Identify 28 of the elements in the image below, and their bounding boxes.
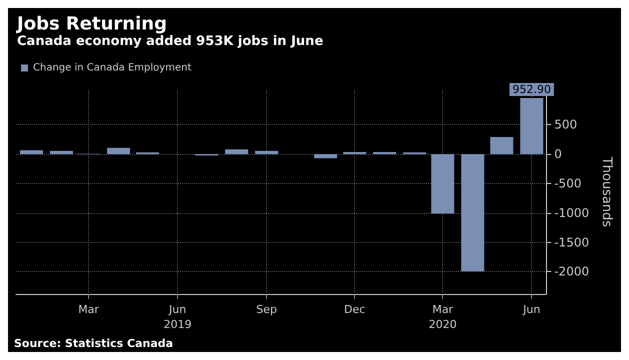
bar xyxy=(431,154,454,214)
x-tick-label: Mar xyxy=(78,303,100,316)
x-tick-label: Jun 2019 xyxy=(164,303,192,331)
chart-title: Jobs Returning xyxy=(15,14,167,34)
y-tick-label: -2000 xyxy=(554,264,590,279)
bar xyxy=(225,149,248,154)
x-tick-label: Mar 2020 xyxy=(428,303,457,331)
bar xyxy=(20,150,43,154)
bar xyxy=(107,148,130,154)
legend-label: Change in Canada Employment xyxy=(33,62,192,74)
y-tick-label: -1500 xyxy=(554,235,590,250)
data-label: 952.90 xyxy=(512,83,551,96)
bar xyxy=(314,154,338,158)
bar xyxy=(255,150,278,154)
chart-subtitle: Canada economy added 953K jobs in June xyxy=(17,34,324,49)
bar xyxy=(50,150,73,154)
y-tick-label: 0 xyxy=(554,147,562,162)
x-tick-label: Sep xyxy=(256,303,277,316)
y-tick-label: -500 xyxy=(554,176,582,190)
bar xyxy=(520,98,544,154)
source-note: Source: Statistics Canada xyxy=(14,337,174,350)
y-tick-label: -1000 xyxy=(554,206,590,220)
x-tick-label: Jun xyxy=(522,303,540,316)
bar xyxy=(490,137,514,154)
y-axis-title: Thousands xyxy=(599,156,614,228)
x-tick-label: Dec xyxy=(344,303,366,316)
bar xyxy=(461,154,484,272)
y-tick-label: 500 xyxy=(554,118,578,132)
